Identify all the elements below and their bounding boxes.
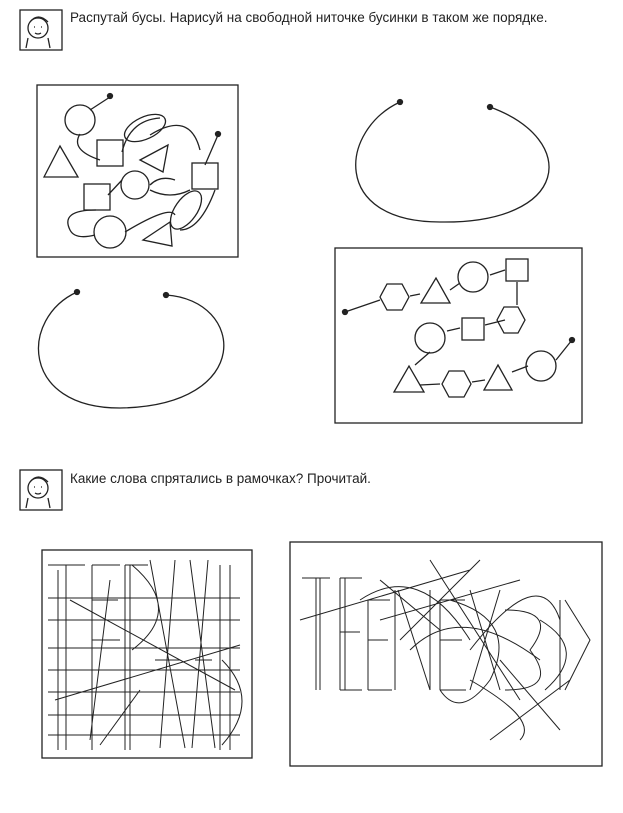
instruction: Какие слова спрятались в рамочках? Прочи… (70, 471, 371, 486)
hidden-word-puzzle (289, 541, 603, 767)
empty-string (355, 98, 550, 223)
hidden-word-puzzle (41, 549, 253, 759)
task-icon (19, 9, 63, 51)
empty-string (37, 288, 225, 409)
tangled-beads (36, 84, 239, 258)
instruction: Распутай бусы. Нарисуй на свободной нито… (70, 10, 548, 25)
task-icon (19, 469, 63, 511)
tangled-beads (334, 247, 583, 424)
